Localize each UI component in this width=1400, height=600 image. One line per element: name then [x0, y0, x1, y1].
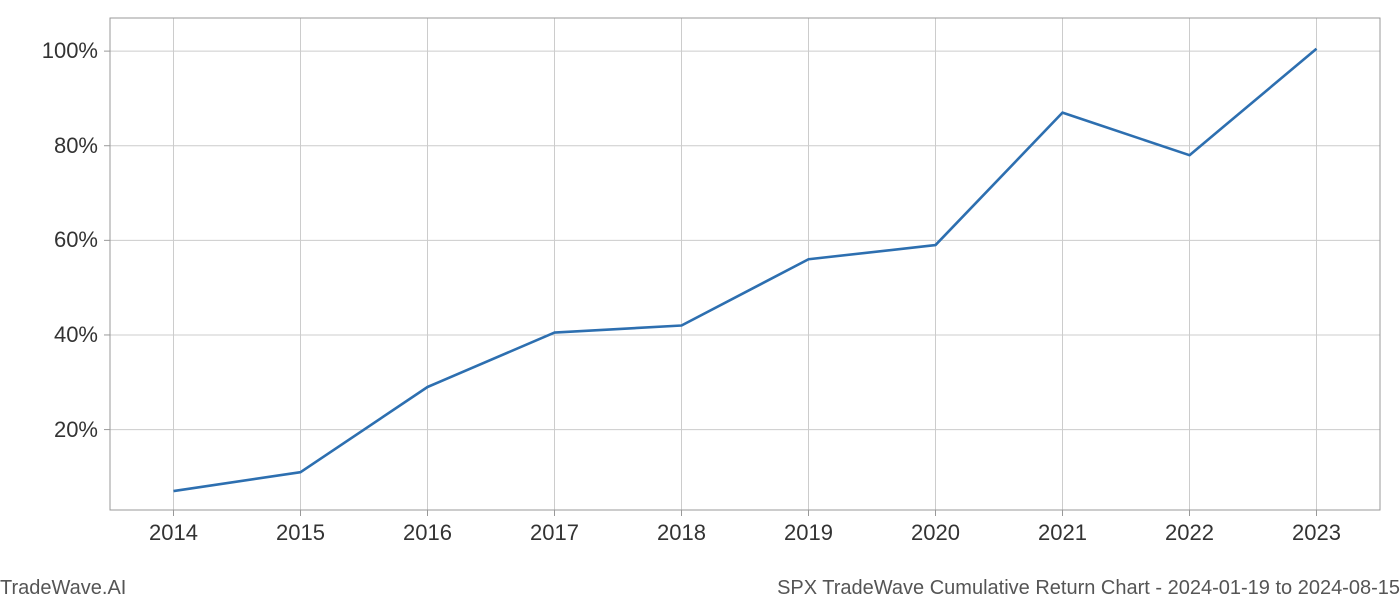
x-tick-label: 2023	[1292, 520, 1341, 546]
x-tick-label: 2016	[403, 520, 452, 546]
x-tick-label: 2018	[657, 520, 706, 546]
y-tick-label: 80%	[54, 133, 98, 159]
x-tick-label: 2019	[784, 520, 833, 546]
line-chart	[0, 0, 1400, 600]
chart-container: 2014 2015 2016 2017 2018 2019 2020 2021 2022 2023…	[0, 0, 1400, 600]
x-tick-label: 2020	[911, 520, 960, 546]
x-tick-label: 2014	[149, 520, 198, 546]
y-tick-label: 100%	[42, 38, 98, 64]
y-tick-label: 60%	[54, 227, 98, 253]
footer-left-label: TradeWave.AI	[0, 577, 126, 600]
x-tick-label: 2015	[276, 520, 325, 546]
y-tick-label: 40%	[54, 322, 98, 348]
x-tick-label: 2021	[1038, 520, 1087, 546]
footer-right-label: SPX TradeWave Cumulative Return Chart - …	[777, 577, 1400, 600]
x-tick-label: 2017	[530, 520, 579, 546]
y-tick-label: 20%	[54, 417, 98, 443]
x-tick-label: 2022	[1165, 520, 1214, 546]
